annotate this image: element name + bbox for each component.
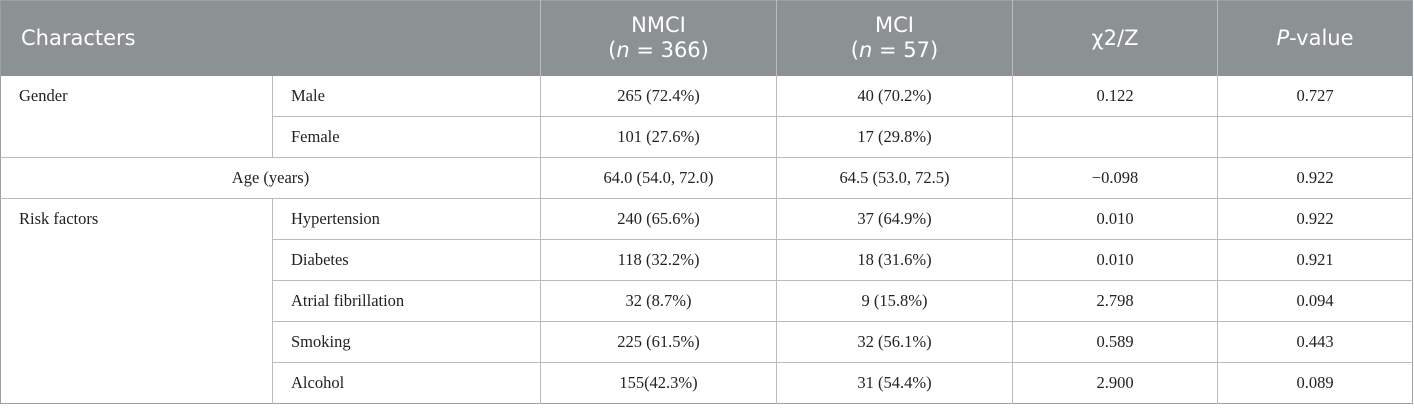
table-row: Atrial fibrillation 32 (8.7%) 9 (15.8%) … (1, 279, 1413, 321)
nmci-cell: 265 (72.4%) (540, 75, 777, 116)
mci-cell: 32 (56.1%) (776, 320, 1013, 362)
table-row: Smoking 225 (61.5%) 32 (56.1%) 0.589 0.4… (1, 320, 1413, 362)
nmci-cell: 101 (27.6%) (540, 115, 777, 157)
nmci-cell: 118 (32.2%) (540, 238, 777, 280)
table-row: Female 101 (27.6%) 17 (29.8%) (1, 115, 1413, 157)
group-label-risk-factors: Risk factors (0, 197, 273, 403)
nmci-cell: 155(42.3%) (540, 361, 777, 403)
stat-cell: 2.798 (1012, 279, 1218, 321)
mci-cell: 40 (70.2%) (776, 75, 1013, 116)
p-cell: 0.921 (1217, 238, 1413, 280)
p-cell: 0.089 (1217, 361, 1413, 403)
header-nmci: NMCI (n = 366) (540, 0, 777, 76)
stat-cell: 0.589 (1012, 320, 1218, 362)
group-label-gender: Gender (19, 85, 68, 105)
table-row: Age (years) 64.0 (54.0, 72.0) 64.5 (53.0… (0, 156, 1413, 198)
header-characters: Characters (21, 25, 136, 50)
stat-cell: 0.010 (1012, 197, 1218, 239)
mci-cell: 18 (31.6%) (776, 238, 1013, 280)
mci-cell: 9 (15.8%) (776, 279, 1013, 321)
nmci-cell: 64.0 (54.0, 72.0) (540, 156, 777, 198)
sub-label: Atrial fibrillation (272, 279, 541, 321)
sub-label: Alcohol (272, 361, 541, 403)
stat-cell: 2.900 (1012, 361, 1218, 403)
sub-label: Smoking (272, 320, 541, 362)
table-row: Risk factors Hypertension 240 (65.6%) 37… (0, 197, 1413, 403)
nmci-cell: 32 (8.7%) (540, 279, 777, 321)
characteristics-table: Characters NMCI (n = 366) MCI (n = 57) χ… (0, 0, 1413, 404)
table-row: Alcohol 155(42.3%) 31 (54.4%) 2.900 0.08… (1, 361, 1413, 403)
p-cell: 0.443 (1217, 320, 1413, 362)
stat-cell: 0.122 (1012, 75, 1218, 116)
stat-cell: 0.010 (1012, 238, 1218, 280)
table-row: Gender Male 265 (72.4%) 40 (70.2%) 0.122… (1, 75, 1413, 116)
p-cell: 0.727 (1217, 75, 1413, 116)
p-cell (1217, 115, 1413, 157)
p-cell: 0.922 (1217, 156, 1413, 198)
p-cell: 0.094 (1217, 279, 1413, 321)
mci-cell: 37 (64.9%) (776, 197, 1013, 239)
header-mci: MCI (n = 57) (776, 0, 1013, 76)
table-row: Diabetes 118 (32.2%) 18 (31.6%) 0.010 0.… (1, 238, 1413, 280)
nmci-cell: 225 (61.5%) (540, 320, 777, 362)
sub-label: Male (272, 75, 541, 116)
header-stat: χ2/Z (1012, 0, 1218, 76)
nmci-cell: 240 (65.6%) (540, 197, 777, 239)
stat-cell: −0.098 (1012, 156, 1218, 198)
stat-cell (1012, 115, 1218, 157)
header-p-value: P-value (1217, 0, 1413, 76)
sub-label: Female (272, 115, 541, 157)
mci-cell: 17 (29.8%) (776, 115, 1013, 157)
mci-cell: 64.5 (53.0, 72.5) (776, 156, 1013, 198)
p-cell: 0.922 (1217, 197, 1413, 239)
header-row: Characters NMCI (n = 366) MCI (n = 57) χ… (0, 0, 1413, 76)
mci-cell: 31 (54.4%) (776, 361, 1013, 403)
age-label: Age (years) (0, 156, 541, 198)
sub-label: Diabetes (272, 238, 541, 280)
sub-label: Hypertension (272, 197, 541, 239)
